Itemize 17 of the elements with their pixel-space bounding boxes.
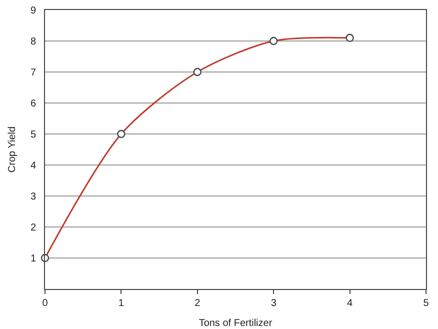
x-axis-title: Tons of Fertilizer: [198, 318, 273, 329]
x-tick-label: 1: [118, 298, 124, 309]
y-axis-title: Crop Yield: [7, 126, 18, 173]
y-tick-label: 2: [30, 222, 36, 234]
y-tick-label: 6: [30, 98, 36, 110]
y-tick-label: 7: [30, 68, 36, 78]
y-tick-label: 1: [30, 254, 36, 264]
x-tick-label: 0: [42, 298, 48, 309]
y-tick-label: 9: [30, 6, 36, 16]
y-tick-label: 5: [30, 130, 36, 140]
y-tick-label: 8: [30, 36, 36, 48]
y-tick-label: 4: [30, 160, 36, 172]
x-tick-label: 4: [347, 298, 354, 309]
x-tick-label: 3: [270, 298, 277, 309]
x-tick-label: 2: [194, 298, 201, 309]
y-tick-label: 3: [30, 192, 36, 202]
x-tick-label: 5: [423, 298, 430, 309]
